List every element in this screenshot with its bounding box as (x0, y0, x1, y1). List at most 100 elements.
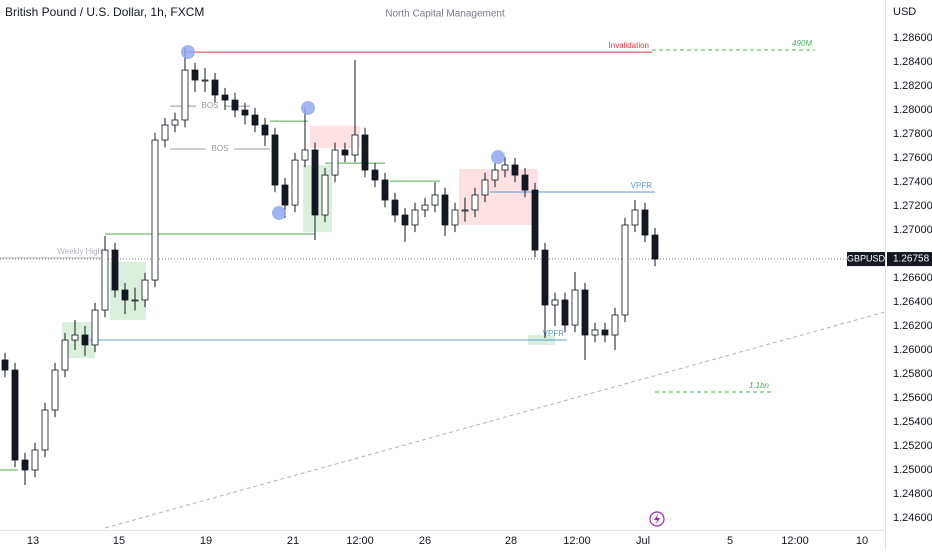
y-tick-label: 1.27400 (893, 176, 932, 188)
candle-body (531, 189, 539, 251)
y-tick-label: 1.27200 (893, 200, 932, 212)
zone (310, 125, 360, 149)
candle-body (291, 159, 299, 206)
event-bolt (654, 514, 660, 524)
candle-body (241, 109, 249, 116)
price-tag (887, 252, 932, 267)
candle-body (611, 314, 619, 336)
candle-body (191, 69, 199, 81)
y-tick-label: 1.26000 (893, 344, 932, 356)
candle-body (351, 134, 359, 156)
candle-body (281, 184, 289, 206)
candle-body (431, 194, 439, 206)
y-tick-label: 1.28000 (893, 104, 932, 116)
level-label: VPFR (631, 181, 653, 190)
candle-body (471, 194, 479, 211)
currency: USD (893, 6, 916, 18)
y-tick-label: 1.25800 (893, 368, 932, 380)
candle-body (11, 369, 19, 461)
x-tick-label: 5 (727, 535, 733, 547)
candle-body (571, 289, 579, 326)
candle-body (481, 179, 489, 196)
y-tick-label: 1.24600 (893, 512, 932, 524)
x-tick-label: 19 (200, 535, 212, 547)
candle-body (621, 224, 629, 316)
candle-body (261, 124, 269, 136)
candle-body (541, 249, 549, 306)
x-tick-label: 21 (287, 535, 299, 547)
candle-body (81, 334, 89, 346)
candle-body (151, 139, 159, 281)
candle-body (381, 179, 389, 201)
candle-body (311, 149, 319, 216)
candle-body (141, 279, 149, 301)
x-tick-label: 26 (419, 535, 431, 547)
price-label: 1.26758 (893, 254, 930, 265)
event-icon[interactable] (649, 511, 665, 527)
candle-body (271, 134, 279, 186)
candle-body (641, 209, 649, 236)
x-tick-label: 10 (856, 535, 868, 547)
candle-body (651, 234, 659, 260)
candle-body (221, 94, 229, 101)
candle-body (211, 79, 219, 96)
x-tick-label: 12:00 (563, 535, 591, 547)
level-label: VPFR (543, 329, 565, 338)
candle-body (181, 69, 189, 121)
swing-marker (301, 100, 315, 115)
watermark: North Capital Management (385, 9, 505, 20)
candle-body (461, 209, 469, 212)
candle-body (341, 149, 349, 156)
level-label-bg (206, 143, 234, 156)
x-tick-label: 28 (505, 535, 517, 547)
candle-body (491, 169, 499, 181)
candle-body (201, 79, 209, 82)
x-tick-label: 13 (27, 535, 39, 547)
candle-body (171, 119, 179, 126)
y-tick-label: 1.25200 (893, 440, 932, 452)
y-tick-label: 1.27000 (893, 224, 932, 236)
symbol-label: GBPUSD (847, 253, 886, 263)
candle-body (301, 149, 309, 161)
candle-body (51, 369, 59, 411)
candle-body (61, 339, 69, 371)
candle-body (561, 299, 569, 326)
candle-body (231, 99, 239, 111)
y-tick-label: 1.24800 (893, 488, 932, 500)
candle-body (591, 329, 599, 336)
y-tick-label: 1.26200 (893, 320, 932, 332)
candle-body (521, 174, 529, 191)
candle-body (371, 169, 379, 181)
candle-body (71, 334, 79, 341)
candle-body (161, 124, 169, 141)
y-tick-label: 1.25600 (893, 392, 932, 404)
candle-body (361, 134, 369, 171)
x-tick-label: Jul (636, 535, 650, 547)
level-label: 1.1bn (749, 381, 770, 390)
candle-body (401, 214, 409, 226)
candle-body (251, 114, 259, 126)
candle-body (321, 174, 329, 216)
swing-marker (181, 45, 195, 60)
candle-body (101, 249, 109, 311)
y-tick-label: 1.27600 (893, 152, 932, 164)
candle-body (581, 289, 589, 336)
swing-marker (272, 205, 286, 220)
y-tick-label: 1.28200 (893, 80, 932, 92)
chart-title: British Pound / U.S. Dollar, 1h, FXCM (5, 5, 204, 19)
candle-body (501, 164, 509, 171)
y-tick-label: 1.28400 (893, 56, 932, 68)
candle-body (551, 299, 559, 306)
candle-body (411, 209, 419, 226)
level-label: 490M (792, 39, 812, 48)
candle-body (421, 204, 429, 211)
candle-body (601, 329, 609, 336)
candle-body (441, 194, 449, 226)
candle-body (131, 299, 139, 302)
level-label: Weekly High (57, 247, 102, 256)
candle-body (451, 209, 459, 226)
x-tick-label: 12:00 (781, 535, 809, 547)
candle-body (511, 164, 519, 176)
